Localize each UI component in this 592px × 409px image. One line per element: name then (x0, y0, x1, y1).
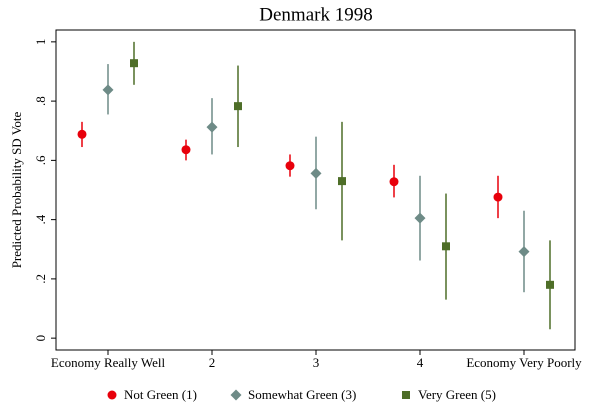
legend-label: Very Green (5) (418, 387, 496, 402)
legend-label: Somewhat Green (3) (248, 387, 356, 402)
point (206, 121, 218, 133)
point (77, 129, 87, 139)
point (310, 167, 322, 179)
point (546, 280, 554, 289)
y-tick-label: 0 (33, 335, 48, 342)
x-tick-label: 3 (313, 355, 320, 370)
point (338, 177, 346, 186)
y-tick-label: .4 (33, 214, 48, 224)
x-tick-label: Economy Very Poorly (466, 355, 582, 370)
point (130, 59, 138, 68)
y-tick-label: .6 (33, 155, 48, 165)
legend-marker (230, 389, 242, 401)
y-tick-label: 1 (33, 39, 48, 46)
x-tick-label: 2 (209, 355, 216, 370)
y-tick-label: .2 (33, 274, 48, 284)
x-tick-label: 4 (417, 355, 424, 370)
legend-marker (402, 391, 410, 399)
point (285, 161, 295, 171)
point (181, 145, 191, 155)
point (442, 242, 450, 251)
y-tick-label: .8 (33, 96, 48, 106)
legend-marker (107, 390, 117, 400)
y-axis-label: Predicted Probability SD Vote (9, 111, 24, 268)
point (518, 246, 530, 258)
point (234, 102, 242, 111)
x-tick-label: Economy Really Well (51, 355, 166, 370)
point (493, 192, 503, 202)
chart-title: Denmark 1998 (259, 4, 372, 25)
point (414, 212, 426, 224)
point (102, 84, 114, 96)
point (389, 177, 399, 187)
legend-label: Not Green (1) (124, 387, 197, 402)
